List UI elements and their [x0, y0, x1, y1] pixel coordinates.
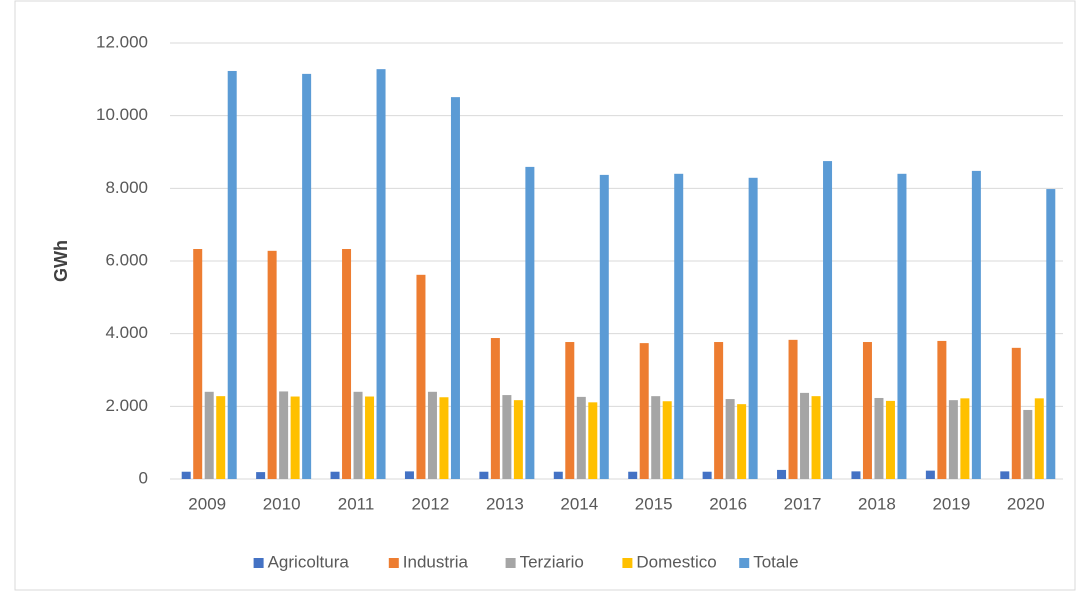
bar	[193, 249, 203, 479]
y-tick-label: 4.000	[105, 323, 148, 342]
legend-label: Terziario	[520, 552, 584, 571]
bar	[1011, 347, 1021, 479]
chart-border	[14, 0, 1076, 591]
bar	[525, 166, 535, 479]
bar	[439, 397, 449, 479]
x-tick-label: 2009	[188, 494, 226, 513]
x-tick-label: 2017	[784, 494, 822, 513]
bar	[811, 396, 821, 479]
bar	[502, 395, 512, 479]
bar	[800, 392, 810, 479]
legend-label: Industria	[403, 552, 469, 571]
bar	[725, 399, 735, 479]
y-tick-label: 6.000	[105, 250, 148, 269]
bar	[267, 250, 277, 479]
x-tick-label: 2018	[858, 494, 896, 513]
bar	[588, 402, 598, 479]
bar	[788, 339, 798, 479]
bar	[290, 396, 300, 479]
legend-label: Totale	[753, 552, 798, 571]
bar	[490, 338, 500, 479]
x-tick-label: 2011	[338, 494, 375, 513]
bar	[302, 73, 312, 479]
bar	[862, 342, 872, 479]
bar	[353, 391, 363, 479]
bar	[553, 471, 563, 479]
bar	[365, 396, 375, 479]
x-tick-label: 2013	[486, 494, 524, 513]
bar	[851, 471, 861, 479]
legend-swatch	[739, 558, 750, 568]
bar	[227, 70, 237, 479]
bar	[971, 170, 981, 480]
x-tick-label: 2010	[263, 494, 301, 513]
y-tick-label: 8.000	[105, 178, 148, 197]
legend-label: Agricoltura	[268, 552, 350, 571]
x-tick-label: 2015	[635, 494, 673, 513]
bar	[450, 97, 460, 480]
bar	[702, 471, 712, 479]
legend-swatch	[388, 558, 399, 568]
bar	[427, 391, 437, 479]
x-tick-label: 2016	[709, 494, 747, 513]
bar	[404, 471, 414, 479]
bar	[823, 161, 833, 480]
bar	[651, 396, 661, 479]
bar	[737, 404, 747, 479]
bar	[714, 342, 724, 479]
x-tick-label: 2014	[560, 494, 598, 513]
legend-swatch	[253, 558, 264, 568]
bar	[181, 471, 191, 479]
y-tick-label: 12.000	[96, 32, 148, 51]
bar	[897, 173, 907, 480]
bar	[513, 400, 523, 479]
bar	[330, 471, 340, 479]
bar	[1034, 398, 1044, 479]
bar	[376, 69, 386, 479]
y-tick-label: 2.000	[105, 396, 148, 415]
x-tick-label: 2020	[1007, 494, 1045, 513]
bar	[748, 177, 758, 479]
x-tick-label: 2019	[932, 494, 970, 513]
x-tick-label: 2012	[412, 494, 450, 513]
bar	[576, 396, 586, 479]
bar	[937, 340, 947, 479]
bar	[777, 469, 787, 479]
bar	[256, 472, 266, 479]
bar	[1000, 471, 1010, 479]
bar	[479, 471, 489, 479]
bar	[565, 342, 575, 479]
bar	[416, 274, 426, 479]
bar	[662, 401, 672, 479]
bar	[1046, 189, 1056, 479]
bar	[628, 471, 638, 479]
bar	[279, 391, 289, 479]
bar	[874, 397, 884, 479]
legend-label: Domestico	[636, 552, 716, 571]
bar	[599, 174, 609, 479]
bar	[342, 249, 352, 479]
bar	[885, 400, 895, 479]
y-axis-title: GWh	[51, 240, 71, 282]
bar	[948, 400, 958, 479]
bar	[639, 343, 649, 479]
bar	[925, 470, 935, 479]
y-tick-label: 0	[139, 468, 148, 487]
y-tick-label: 10.000	[96, 105, 148, 124]
bar	[204, 391, 214, 479]
legend-swatch	[505, 558, 516, 568]
bar	[960, 398, 970, 479]
legend-swatch	[622, 558, 633, 568]
bar	[216, 396, 226, 479]
bar	[674, 173, 684, 480]
bar	[1023, 409, 1033, 479]
